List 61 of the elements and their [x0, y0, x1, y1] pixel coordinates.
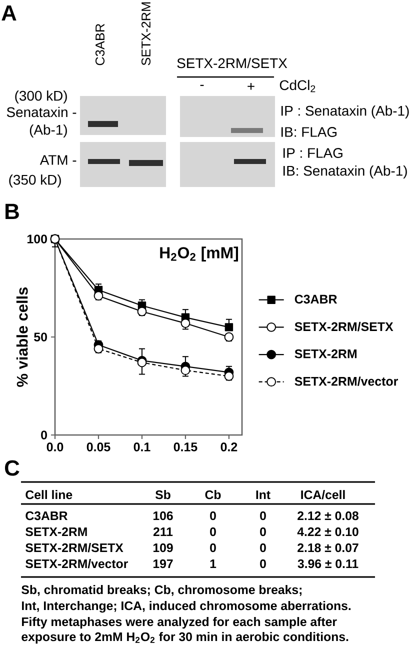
data-label: 4.22 ± 0.10 — [297, 527, 358, 536]
legend-label: C3ABR — [294, 294, 338, 304]
text: Cb — [205, 490, 221, 500]
data-label: 197 — [153, 559, 173, 568]
text: C3ABR — [95, 24, 105, 66]
data-label: 211 — [153, 527, 173, 536]
legend-label: SETX-2RM — [294, 349, 357, 358]
y-tick-label: 50 — [34, 332, 47, 342]
text: C — [4, 460, 20, 476]
data-label: 0 — [210, 511, 216, 520]
text: IB: FLAG — [281, 127, 337, 137]
text: ICA/cell — [301, 490, 345, 500]
x-tick-label: 0.1 — [134, 442, 150, 452]
x-axis-title: H$_{2}$O$_{2}$ [mM] — [160, 246, 238, 262]
text: SETX-2RM — [141, 2, 151, 66]
chart-title: B — [6, 204, 19, 220]
text: - — [200, 84, 204, 86]
y-tick-label: 100 — [27, 234, 47, 244]
legend-label: SETX-2RM/vector — [294, 376, 398, 386]
text: + — [248, 82, 254, 90]
data-label: 1 — [210, 560, 216, 568]
text: A — [2, 5, 16, 21]
text: ATM - — [40, 155, 76, 165]
data-label: 2.18 ± 0.07 — [298, 543, 358, 552]
text: Int — [256, 490, 270, 500]
text: (Ab-1) — [30, 124, 67, 138]
text: Cell line — [26, 490, 72, 500]
text: exposure to 2mM H$_{2}$O$_{2}$ for 30 min in aerobic conditions. — [22, 632, 348, 644]
category-label: SETX-2RM/vector — [26, 559, 128, 568]
x-tick-label: 0.15 — [174, 442, 198, 452]
category-label: SETX-2RM — [26, 527, 87, 536]
text: (350 kD) — [9, 174, 61, 188]
data-label: 109 — [153, 543, 173, 552]
category-label: C3ABR — [26, 511, 68, 520]
text: IP : Senataxin (Ab-1) — [281, 106, 409, 119]
text: IB: Senataxin (Ab-1) — [283, 166, 407, 179]
text: Senataxin - — [6, 106, 76, 118]
y-axis-title: % viable cells — [16, 287, 28, 387]
data-label: 0 — [210, 543, 216, 552]
data-label: 0 — [260, 511, 266, 520]
data-label: 3.96 ± 0.11 — [298, 559, 358, 568]
text: CdCl$_{2}$ — [280, 80, 316, 92]
y-tick-label: 0 — [41, 430, 47, 440]
data-label: 0 — [260, 543, 266, 552]
text: Sb, chromatid breaks; Cb, chromosome breaks; — [22, 585, 302, 596]
data-label: 2.12 ± 0.08 — [298, 511, 358, 520]
data-label: 0 — [260, 559, 266, 568]
data-label: 106 — [153, 511, 173, 520]
text: Fifty metaphases were analyzed for each sample after — [22, 617, 337, 629]
data-label: 0 — [260, 527, 266, 536]
x-tick-label: 0.05 — [86, 442, 110, 452]
x-tick-label: 0.2 — [220, 442, 238, 452]
data-label: 0 — [210, 527, 216, 536]
text: SETX-2RM/SETX — [177, 58, 288, 68]
text: (300 kD) — [15, 90, 67, 104]
text: Sb — [155, 490, 170, 500]
category-label: SETX-2RM/SETX — [26, 543, 124, 552]
text: Int, Interchange; ICA, induced chromosome aberrations. — [22, 601, 351, 613]
legend-label: SETX-2RM/SETX — [294, 322, 394, 332]
text: IP : FLAG — [283, 148, 342, 158]
x-tick-label: 0.0 — [46, 442, 64, 452]
